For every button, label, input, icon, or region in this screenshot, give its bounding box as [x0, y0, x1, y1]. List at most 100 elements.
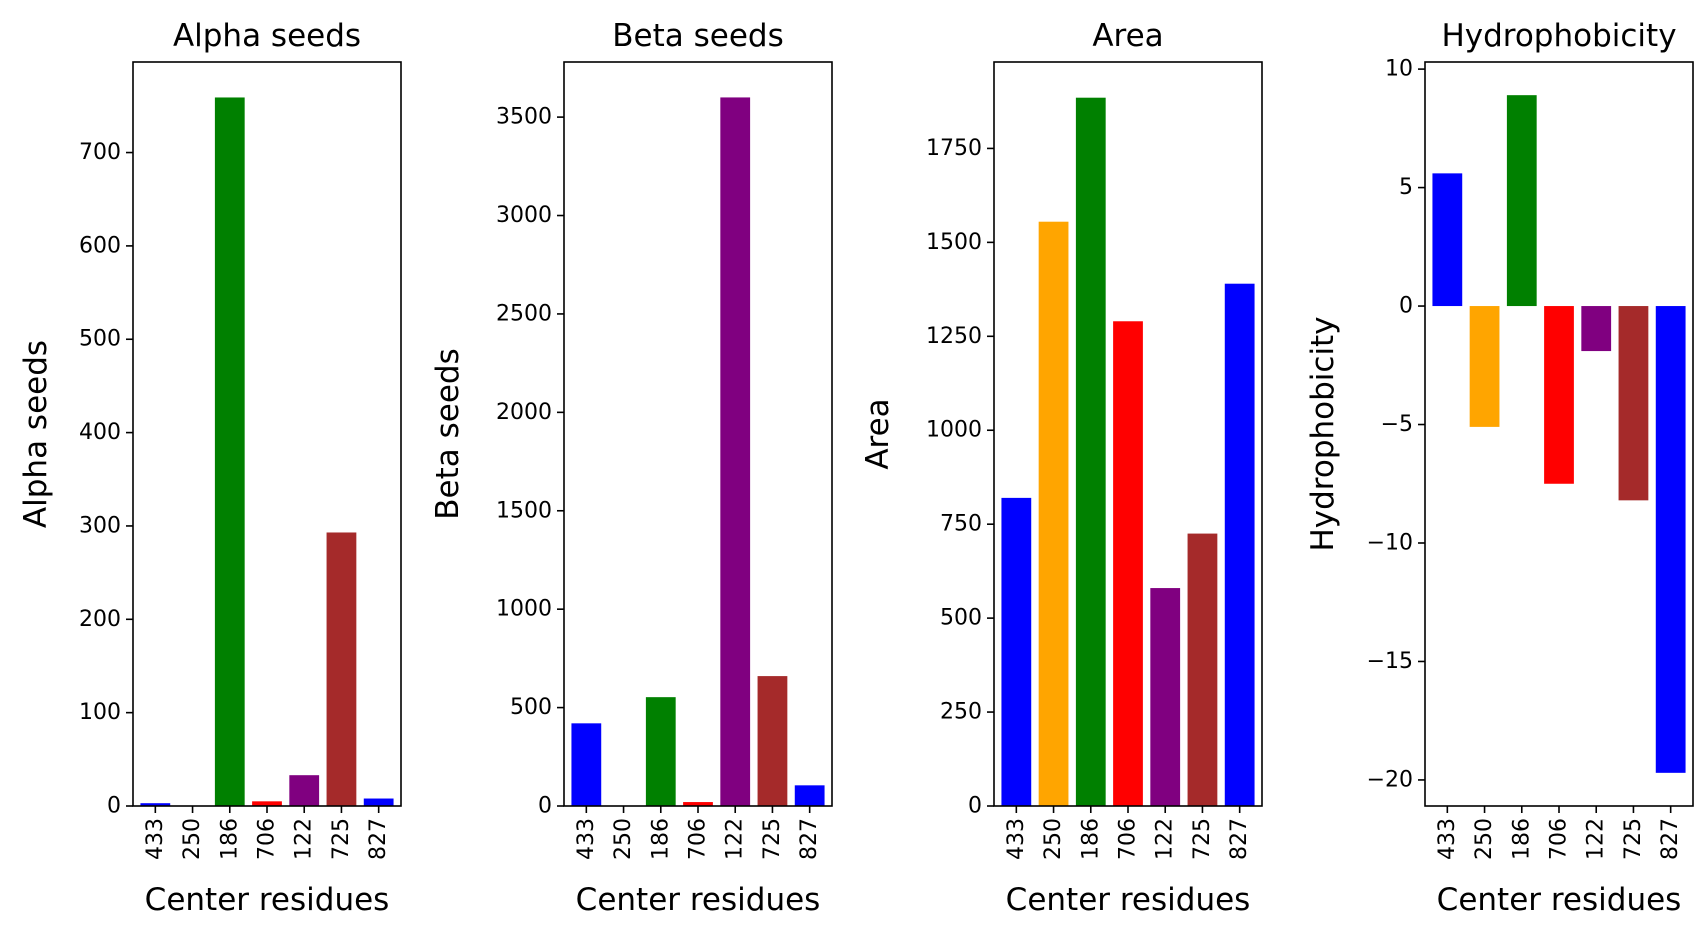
x-tick-label: 827 — [1658, 818, 1683, 860]
bar-706 — [1544, 306, 1574, 484]
bar-433 — [1432, 173, 1463, 307]
bar-186 — [1075, 97, 1106, 806]
x-tick-label: 122 — [1584, 818, 1609, 860]
y-axis-label: Hydrophobicity — [1305, 316, 1341, 551]
x-tick-label: 725 — [329, 818, 354, 860]
y-tick-label: −10 — [1367, 530, 1413, 555]
bar-706 — [683, 802, 713, 806]
bar-827 — [363, 798, 394, 806]
x-tick-label: 122 — [723, 818, 748, 860]
x-tick-label: 706 — [255, 818, 280, 860]
y-tick-label: 500 — [79, 327, 121, 352]
x-tick-label: 433 — [1004, 818, 1029, 860]
y-tick-label: 500 — [510, 695, 552, 720]
y-tick-label: 500 — [940, 606, 982, 631]
y-axis-label: Beta seeds — [430, 348, 466, 519]
chart-title: Beta seeds — [612, 18, 783, 54]
x-tick-label: 433 — [1435, 818, 1460, 860]
y-tick-label: 1500 — [926, 230, 982, 255]
bar-706 — [252, 801, 282, 806]
y-tick-label: 5 — [1399, 175, 1413, 200]
x-axis-label: Center residues — [145, 882, 390, 918]
chart-title: Area — [1092, 18, 1163, 54]
bar-725 — [1618, 306, 1649, 501]
y-tick-label: 700 — [79, 140, 121, 165]
bar-725 — [757, 676, 788, 806]
y-tick-label: 200 — [79, 607, 121, 632]
bar-827 — [1655, 306, 1686, 773]
y-tick-label: 2500 — [496, 301, 552, 326]
y-tick-label: 3500 — [496, 105, 552, 130]
y-tick-label: 600 — [79, 233, 121, 258]
y-tick-label: 750 — [940, 512, 982, 537]
x-tick-label: 725 — [1190, 818, 1215, 860]
y-axis-label: Area — [860, 398, 896, 469]
x-tick-label: 725 — [760, 818, 785, 860]
y-tick-label: 1500 — [496, 498, 552, 523]
bar-725 — [326, 532, 357, 806]
y-tick-label: 10 — [1385, 57, 1413, 82]
chart-panel: 0 500 1000 1500 2000 2500 3000 3500 433 250 186 706… — [430, 18, 833, 918]
bar-122 — [289, 775, 320, 806]
bar-186 — [1506, 95, 1537, 307]
x-tick-label: 706 — [686, 818, 711, 860]
x-tick-label: 706 — [1116, 818, 1141, 860]
chart-panel: 0 100 200 300 400 500 600 700 433 250 186 706 122 725… — [18, 18, 402, 918]
x-tick-label: 122 — [292, 818, 317, 860]
x-tick-label: 827 — [797, 818, 822, 860]
chart-panel: 0 250 500 750 1000 1250 1500 1750 433 250 186 706 12… — [860, 18, 1263, 918]
bar-250 — [1038, 221, 1069, 806]
y-tick-label: 0 — [1399, 294, 1413, 319]
chart-panel: 10 5 0 −5 −10 −15 −20 433 250 186 706 122 725 827 Hydr… — [1305, 18, 1694, 918]
x-tick-label: 186 — [217, 818, 242, 860]
x-tick-label: 250 — [180, 818, 205, 860]
axes-frame — [563, 61, 833, 807]
x-tick-label: 706 — [1547, 818, 1572, 860]
bar-433 — [571, 723, 602, 806]
axes-frame — [132, 61, 402, 807]
y-tick-label: 2000 — [496, 400, 552, 425]
y-axis-label: Alpha seeds — [18, 340, 54, 528]
x-tick-label: 122 — [1153, 818, 1178, 860]
x-axis-label: Center residues — [1437, 882, 1682, 918]
x-tick-label: 433 — [574, 818, 599, 860]
y-tick-label: 0 — [107, 794, 121, 819]
y-tick-label: 0 — [968, 794, 982, 819]
x-tick-label: 827 — [366, 818, 391, 860]
x-tick-label: 827 — [1227, 818, 1252, 860]
x-tick-label: 186 — [1509, 818, 1534, 860]
y-tick-label: 250 — [940, 700, 982, 725]
bar-706 — [1113, 321, 1143, 806]
y-tick-label: −15 — [1367, 649, 1413, 674]
bar-186 — [645, 697, 676, 806]
x-tick-label: 250 — [1472, 818, 1497, 860]
y-tick-label: 3000 — [496, 203, 552, 228]
x-tick-label: 250 — [611, 818, 636, 860]
y-tick-label: −5 — [1381, 412, 1413, 437]
chart-title: Hydrophobicity — [1441, 18, 1676, 54]
x-tick-label: 725 — [1621, 818, 1646, 860]
y-tick-label: 1000 — [496, 597, 552, 622]
x-axis-label: Center residues — [1006, 882, 1251, 918]
bar-433 — [140, 803, 171, 806]
bar-122 — [1581, 306, 1612, 352]
x-tick-label: 433 — [143, 818, 168, 860]
bar-725 — [1187, 533, 1218, 806]
bar-250 — [1469, 306, 1500, 427]
x-tick-label: 250 — [1041, 818, 1066, 860]
bar-122 — [720, 97, 751, 807]
y-tick-label: 1250 — [926, 324, 982, 349]
x-tick-label: 186 — [648, 818, 673, 860]
bar-433 — [1001, 497, 1032, 806]
y-tick-label: 300 — [79, 513, 121, 538]
y-tick-label: −20 — [1367, 767, 1413, 792]
chart-title: Alpha seeds — [173, 18, 361, 54]
y-tick-label: 100 — [79, 700, 121, 725]
x-tick-label: 186 — [1078, 818, 1103, 860]
bar-827 — [1224, 283, 1255, 806]
x-axis-label: Center residues — [576, 882, 821, 918]
bar-827 — [794, 785, 825, 806]
y-tick-label: 400 — [79, 420, 121, 445]
y-tick-label: 0 — [538, 794, 552, 819]
